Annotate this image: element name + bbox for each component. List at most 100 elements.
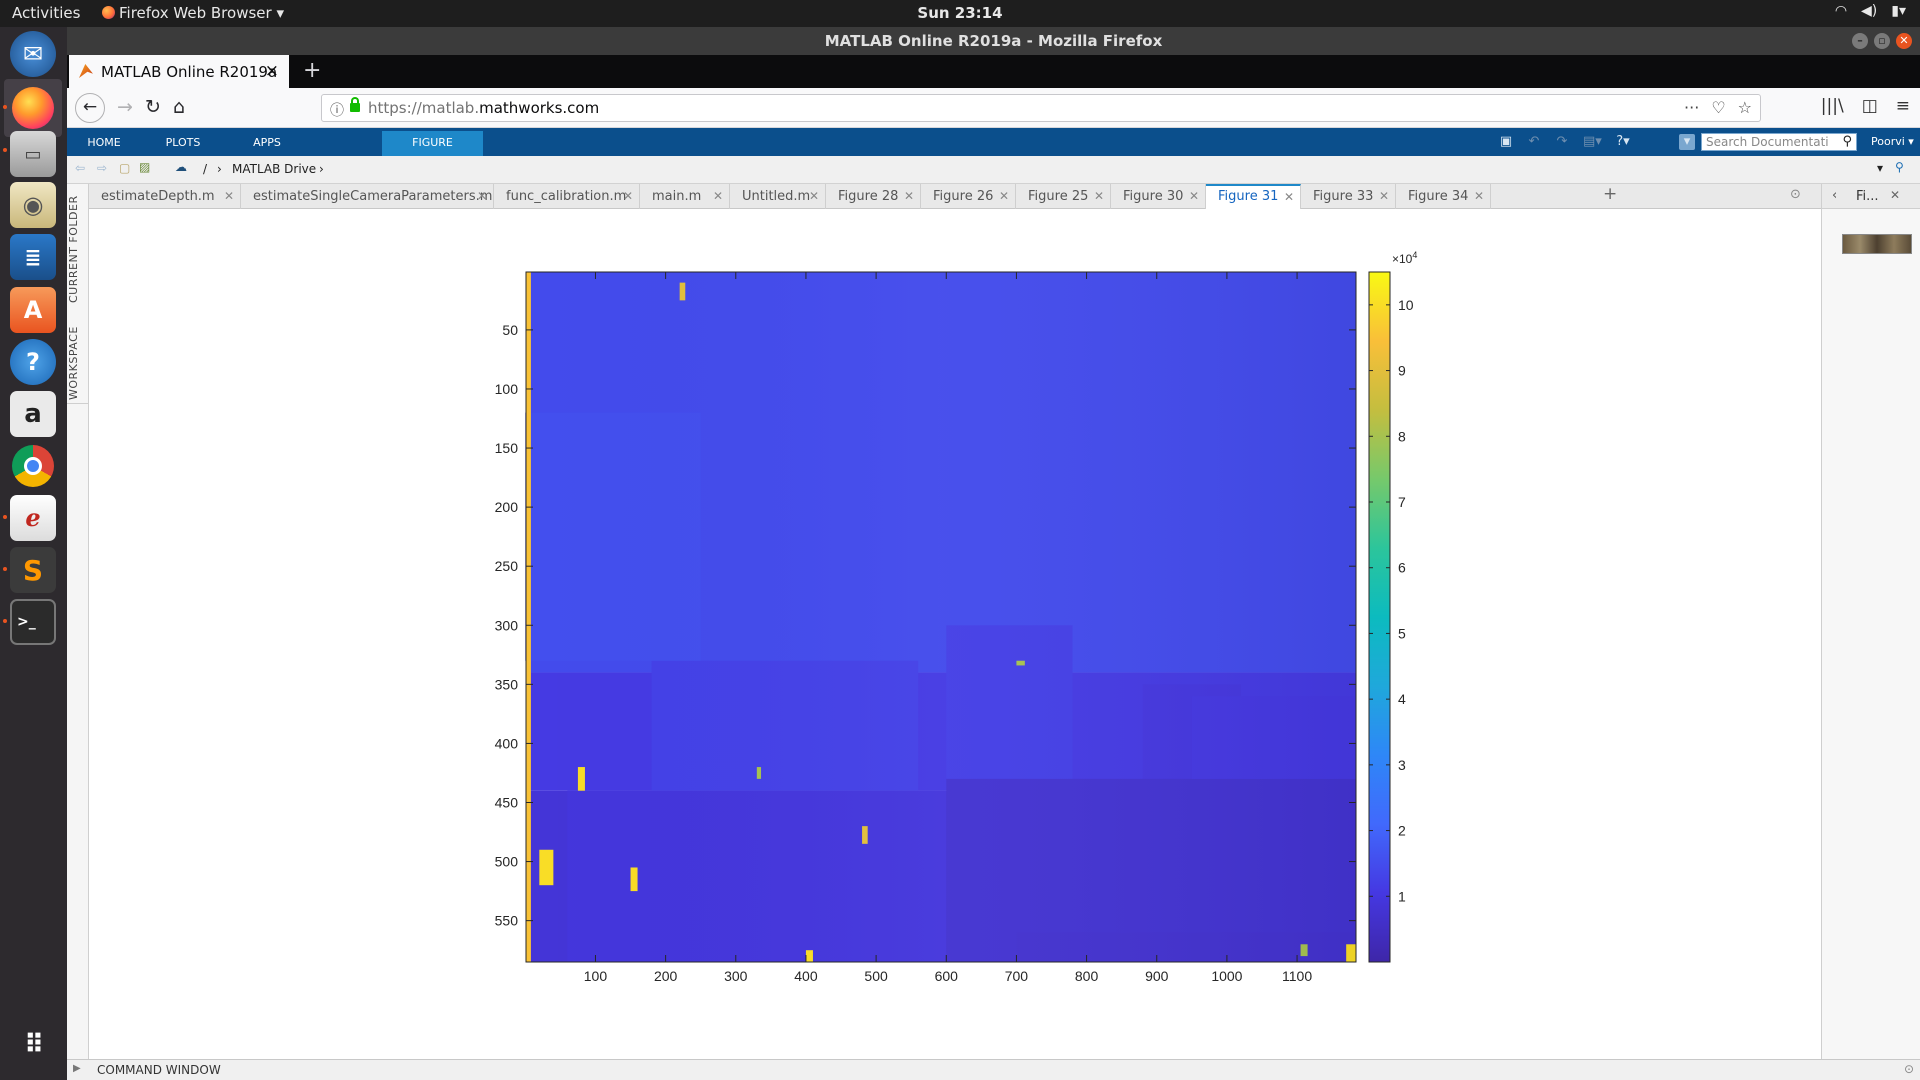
navigation-bar: ← → ↻ ⌂ ⓘ https://matlab.mathworks.com ·… bbox=[67, 88, 1920, 128]
close-tab-icon[interactable]: ✕ bbox=[622, 189, 633, 203]
firefox-dock-icon[interactable] bbox=[4, 79, 62, 137]
collapse-left-icon[interactable]: ‹ bbox=[1832, 188, 1838, 203]
ubuntu-software-icon[interactable]: A bbox=[10, 287, 56, 333]
back-icon[interactable]: ← bbox=[75, 93, 105, 123]
folder-search-icon[interactable]: ⚲ bbox=[1895, 160, 1904, 174]
browse-folder-icon[interactable]: ▨ bbox=[139, 160, 151, 174]
doc-tab[interactable]: Figure 28 ✕ bbox=[826, 184, 921, 209]
home-icon[interactable]: ⌂ bbox=[173, 96, 186, 118]
close-tab-icon[interactable]: ✕ bbox=[1188, 189, 1199, 203]
files-icon[interactable]: ▭ bbox=[10, 131, 56, 177]
hamburger-menu-icon[interactable]: ≡ bbox=[1895, 96, 1910, 116]
close-tab-icon[interactable]: ✕ bbox=[1378, 189, 1389, 203]
figure-browser-title[interactable]: Fi... bbox=[1856, 189, 1879, 204]
bookmark-star-icon[interactable]: ☆ bbox=[1737, 98, 1752, 117]
search-scope-icon[interactable]: ▾ bbox=[1679, 134, 1695, 150]
save-icon[interactable]: ▣ bbox=[1499, 134, 1513, 149]
path-folder[interactable]: MATLAB Drive bbox=[232, 162, 317, 176]
redo-icon[interactable]: ↷ bbox=[1556, 134, 1568, 149]
close-icon[interactable]: ✕ bbox=[1896, 33, 1912, 49]
reload-icon[interactable]: ↻ bbox=[145, 96, 161, 118]
url-text[interactable]: https://matlab.mathworks.com bbox=[368, 99, 599, 117]
path-dropdown-icon[interactable]: ▾ bbox=[1877, 161, 1884, 175]
amazon-icon[interactable]: a bbox=[10, 391, 56, 437]
doc-tab[interactable]: func_calibration.m ✕ bbox=[494, 184, 640, 209]
terminal-icon[interactable]: >_ bbox=[10, 599, 56, 645]
doc-tab[interactable]: Figure 33 ✕ bbox=[1301, 184, 1396, 209]
more-actions-icon[interactable]: ··· bbox=[1684, 98, 1700, 117]
browser-tab[interactable]: MATLAB Online R2019a × bbox=[69, 55, 289, 88]
close-tab-icon[interactable]: ✕ bbox=[1093, 189, 1104, 203]
doc-tab[interactable]: Figure 34 ✕ bbox=[1396, 184, 1491, 209]
close-tab-icon[interactable]: ✕ bbox=[223, 189, 234, 203]
add-tab-icon[interactable]: + bbox=[1603, 184, 1618, 204]
sublime-text-icon[interactable]: S bbox=[10, 547, 56, 593]
evince-icon[interactable]: ℯ bbox=[10, 495, 56, 541]
doc-tab-label: Figure 33 bbox=[1313, 189, 1374, 204]
close-tab-icon[interactable]: ✕ bbox=[1473, 189, 1484, 203]
tab-apps[interactable]: APPS bbox=[253, 136, 281, 149]
doc-tab-label: estimateSingleCameraParameters.m bbox=[253, 189, 493, 204]
maximize-icon[interactable]: ▫ bbox=[1874, 33, 1890, 49]
doc-tab[interactable]: estimateSingleCameraParameters.m ✕ bbox=[241, 184, 494, 209]
forward-folder-icon[interactable]: ⇨ bbox=[97, 161, 108, 175]
tab-figure[interactable]: FIGURE bbox=[382, 131, 483, 156]
app-menu-button[interactable]: Firefox Web Browser ▾ bbox=[102, 4, 284, 22]
expand-icon[interactable]: ▶ bbox=[73, 1063, 81, 1074]
doc-tab[interactable]: Figure 26 ✕ bbox=[921, 184, 1016, 209]
library-icon[interactable]: |||\ bbox=[1820, 96, 1844, 116]
doc-tab[interactable]: Untitled.m ✕ bbox=[730, 184, 826, 209]
volume-icon: ◀) bbox=[1861, 3, 1878, 19]
back-folder-icon[interactable]: ⇦ bbox=[75, 161, 86, 175]
sidebar-icon[interactable]: ◫ bbox=[1861, 96, 1878, 116]
search-placeholder: Search Documentati bbox=[1706, 135, 1829, 149]
chrome-icon[interactable] bbox=[10, 443, 56, 489]
close-tab-icon[interactable]: ✕ bbox=[903, 189, 914, 203]
doc-tab[interactable]: estimateDepth.m ✕ bbox=[89, 184, 241, 209]
clock[interactable]: Sun 23:14 bbox=[917, 4, 1003, 22]
tab-home[interactable]: HOME bbox=[87, 136, 121, 149]
thunderbird-icon[interactable]: ✉ bbox=[10, 31, 56, 77]
user-menu[interactable]: Poorvi ▾ bbox=[1871, 135, 1914, 148]
close-tab-icon[interactable]: ✕ bbox=[808, 189, 819, 203]
layout-icon[interactable]: ▤▾ bbox=[1583, 134, 1602, 149]
doc-tab[interactable]: Figure 30 ✕ bbox=[1111, 184, 1206, 209]
info-icon[interactable]: ⓘ bbox=[330, 103, 344, 119]
close-tab-icon[interactable]: ✕ bbox=[998, 189, 1009, 203]
close-tab-icon[interactable]: × bbox=[264, 61, 279, 81]
depth-map-plot[interactable]: 100 200 300 400 500 600 700 800 900 1000 1100 5010… bbox=[89, 209, 1821, 1059]
rhythmbox-icon[interactable]: ◉ bbox=[10, 182, 56, 228]
close-tab-icon[interactable]: ✕ bbox=[476, 189, 487, 203]
tab-workspace[interactable]: WORKSPACE bbox=[67, 324, 89, 404]
colorbar[interactable] bbox=[1368, 271, 1391, 963]
search-documentation-input[interactable]: Search Documentati ⚲ bbox=[1701, 133, 1857, 151]
help-menu-icon[interactable]: ?▾ bbox=[1616, 134, 1630, 149]
help-icon[interactable]: ? bbox=[10, 339, 56, 385]
path-root[interactable]: / bbox=[203, 162, 208, 176]
minimize-icon[interactable]: – bbox=[1852, 33, 1868, 49]
up-folder-icon[interactable]: ▢ bbox=[119, 161, 131, 175]
undo-icon[interactable]: ↶ bbox=[1528, 134, 1540, 149]
doc-tab-label: Figure 34 bbox=[1408, 189, 1469, 204]
search-icon[interactable]: ⚲ bbox=[1842, 134, 1852, 149]
show-applications-icon[interactable]: ⠿ bbox=[23, 1030, 44, 1060]
new-tab-icon[interactable]: + bbox=[303, 58, 322, 83]
doc-tab[interactable]: main.m ✕ bbox=[640, 184, 730, 209]
pocket-icon[interactable]: ♡ bbox=[1711, 98, 1726, 117]
doc-tab[interactable]: Figure 25 ✕ bbox=[1016, 184, 1111, 209]
panel-options-icon[interactable]: ⊙ bbox=[1790, 187, 1801, 202]
libreoffice-writer-icon[interactable]: ≣ bbox=[10, 234, 56, 280]
doc-tab-active[interactable]: Figure 31 ✕ bbox=[1206, 184, 1301, 209]
close-tab-icon[interactable]: ✕ bbox=[712, 189, 723, 203]
close-panel-icon[interactable]: ✕ bbox=[1890, 188, 1901, 202]
figure-thumbnail[interactable] bbox=[1842, 234, 1912, 254]
tab-plots[interactable]: PLOTS bbox=[165, 136, 201, 149]
command-options-icon[interactable]: ⊙ bbox=[1903, 1062, 1914, 1076]
tab-current-folder[interactable]: CURRENT FOLDER bbox=[67, 195, 80, 303]
system-tray[interactable]: ◠ ◀) ▮▾ bbox=[1835, 3, 1906, 19]
command-window-bar[interactable]: ▶ COMMAND WINDOW ⊙ bbox=[67, 1059, 1920, 1080]
activities-button[interactable]: Activities bbox=[12, 4, 81, 22]
url-bar[interactable]: ⓘ https://matlab.mathworks.com ··· ♡ ☆ bbox=[321, 94, 1761, 122]
close-tab-icon[interactable]: ✕ bbox=[1283, 190, 1294, 204]
forward-icon[interactable]: → bbox=[117, 96, 133, 118]
